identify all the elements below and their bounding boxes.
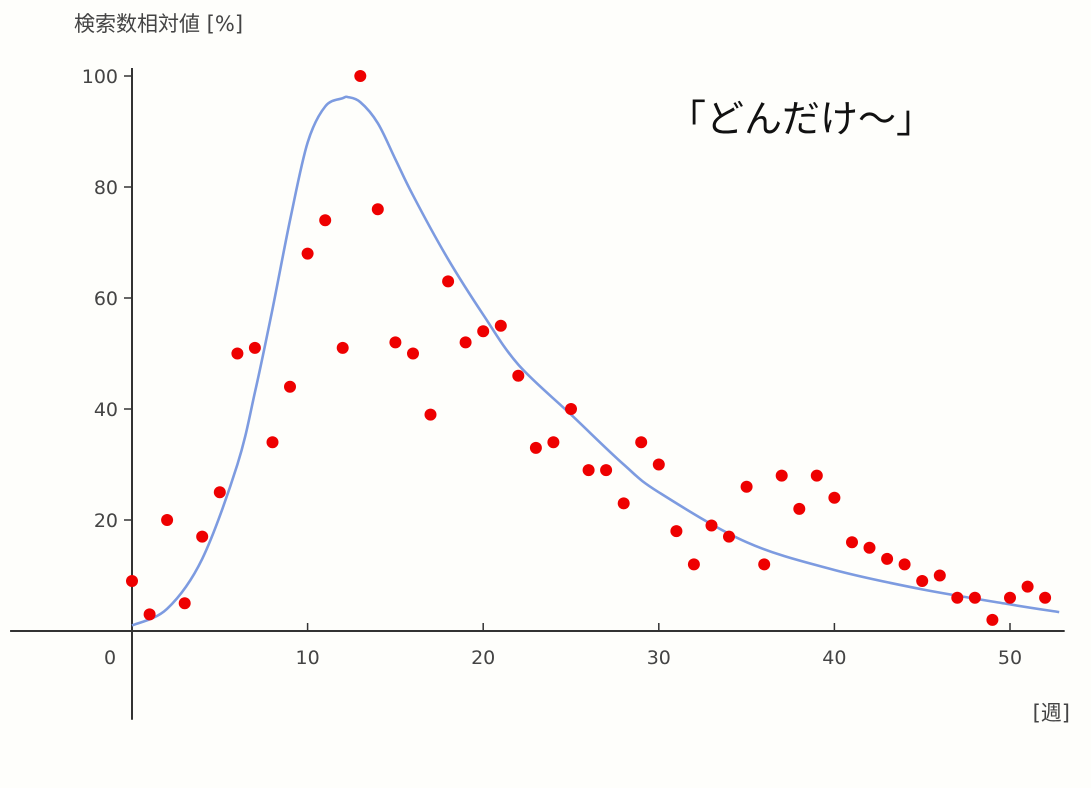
data-point bbox=[231, 347, 244, 360]
data-point bbox=[863, 541, 876, 554]
y-tick-label: 40 bbox=[94, 399, 118, 421]
x-tick-label: 10 bbox=[296, 647, 320, 669]
data-point bbox=[617, 497, 630, 510]
data-point bbox=[687, 558, 700, 571]
data-point bbox=[213, 486, 226, 499]
data-point bbox=[740, 480, 753, 493]
data-point bbox=[407, 347, 419, 360]
fit-curve bbox=[131, 95, 1060, 627]
data-point bbox=[652, 458, 665, 471]
data-point bbox=[266, 436, 279, 449]
data-point bbox=[1021, 580, 1034, 593]
data-point bbox=[723, 530, 735, 543]
data-point bbox=[442, 275, 455, 288]
x-tick-label: 20 bbox=[471, 647, 495, 669]
data-point bbox=[670, 525, 683, 538]
data-points-layer bbox=[126, 70, 1052, 626]
data-point bbox=[354, 70, 367, 82]
chart-annotation: 「どんだけ～」 bbox=[668, 97, 934, 141]
data-point bbox=[705, 519, 718, 532]
data-point bbox=[582, 464, 595, 477]
data-point bbox=[810, 469, 823, 482]
data-point bbox=[143, 608, 156, 621]
data-point bbox=[635, 436, 648, 449]
data-point bbox=[881, 552, 894, 565]
data-point bbox=[951, 591, 964, 604]
data-point bbox=[336, 341, 349, 354]
data-point bbox=[529, 441, 542, 454]
data-point bbox=[284, 380, 296, 393]
data-point bbox=[775, 469, 788, 482]
y-axis-title: 検索数相対値 [%] bbox=[74, 12, 243, 36]
x-axis-title: [週] bbox=[1033, 701, 1070, 725]
data-point bbox=[301, 247, 314, 260]
x-tick-label: 40 bbox=[822, 647, 846, 669]
data-point bbox=[898, 558, 911, 571]
data-point bbox=[424, 408, 437, 421]
y-tick-label: 80 bbox=[94, 177, 118, 199]
data-point bbox=[389, 336, 402, 349]
data-point bbox=[916, 575, 929, 587]
data-point bbox=[547, 436, 560, 449]
data-point bbox=[600, 464, 613, 477]
data-point bbox=[494, 319, 507, 332]
data-point bbox=[1039, 591, 1052, 604]
data-point bbox=[248, 341, 261, 354]
data-point bbox=[828, 491, 841, 504]
y-tick-label: 60 bbox=[94, 288, 118, 310]
data-point bbox=[793, 502, 806, 515]
data-point bbox=[846, 536, 858, 549]
data-point bbox=[161, 514, 174, 526]
data-point bbox=[758, 558, 771, 571]
data-point bbox=[512, 369, 525, 382]
axes: 0 10 20 30 40 50 20 40 60 80 100 bbox=[10, 66, 1065, 720]
x-tick-label: 50 bbox=[998, 647, 1022, 669]
data-point bbox=[1004, 591, 1016, 604]
data-point bbox=[371, 203, 384, 216]
data-point bbox=[565, 403, 577, 415]
y-tick-label: 20 bbox=[94, 510, 118, 532]
y-tick-label: 100 bbox=[82, 66, 118, 88]
data-point bbox=[968, 591, 981, 604]
fit-curve-layer bbox=[131, 95, 1060, 627]
data-point bbox=[126, 575, 138, 587]
data-point bbox=[986, 613, 999, 626]
data-point bbox=[933, 569, 946, 582]
data-point bbox=[196, 530, 209, 543]
data-point bbox=[477, 325, 490, 338]
data-point bbox=[178, 597, 191, 610]
data-point bbox=[459, 336, 472, 349]
x-tick-label: 30 bbox=[647, 647, 671, 669]
data-point bbox=[319, 214, 332, 227]
x-tick-label: 0 bbox=[104, 647, 116, 669]
